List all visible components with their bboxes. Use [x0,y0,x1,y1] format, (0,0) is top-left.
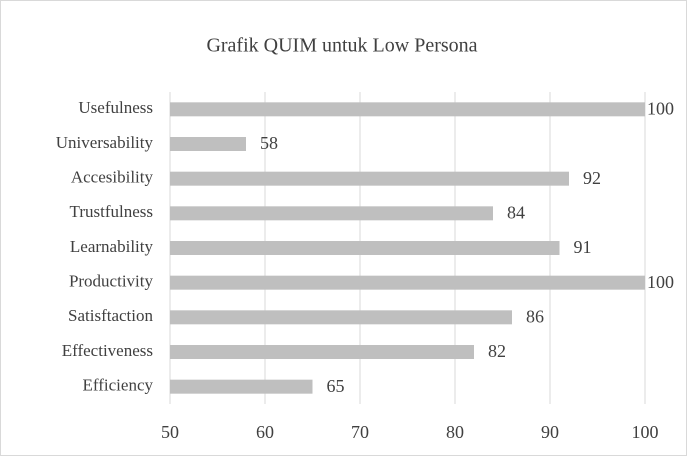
y-tick-label: Satisftaction [68,306,153,325]
value-label: 58 [260,133,278,153]
x-tick-label: 50 [161,422,179,442]
bar [170,379,313,394]
bar [170,241,560,255]
value-label: 100 [647,272,674,292]
bar [170,206,493,221]
bar [170,171,569,186]
bar [170,137,246,151]
x-tick-label: 80 [446,422,464,442]
x-tick-label: 60 [256,422,274,442]
y-tick-label: Productivity [69,272,154,291]
value-label: 91 [574,237,592,257]
x-tick-label: 100 [632,422,659,442]
x-tick-label: 90 [541,422,559,442]
y-tick-label: Efficiency [83,376,154,395]
bar [170,345,474,359]
value-label: 86 [526,306,544,326]
bar [170,310,512,325]
bar [170,275,645,290]
value-label: 92 [583,168,601,188]
x-tick-label: 70 [351,422,369,442]
value-label: 82 [488,341,506,361]
value-label: 100 [647,98,674,118]
bar [170,102,645,117]
y-tick-label: Universability [56,133,154,152]
y-tick-label: Effectiveness [62,341,153,360]
y-tick-label: Trustfulness [70,202,153,221]
value-label: 84 [507,202,525,222]
chart-title: Grafik QUIM untuk Low Persona [206,35,477,57]
y-tick-label: Learnability [70,237,154,256]
value-label: 65 [327,376,345,396]
y-tick-label: Accesibility [71,168,154,187]
y-tick-label: Usefulness [78,98,153,117]
